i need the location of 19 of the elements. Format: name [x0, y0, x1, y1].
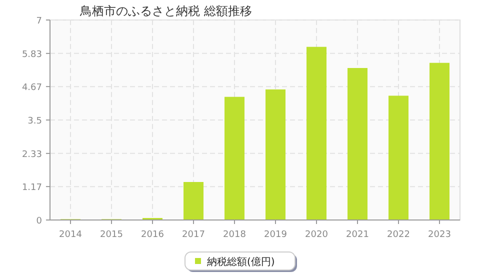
x-tick-label: 2015: [100, 230, 123, 240]
x-tick-label: 2020: [305, 230, 328, 240]
chart-title: 鳥栖市のふるさと納税 総額推移: [79, 4, 252, 18]
x-tick-label: 2023: [428, 230, 451, 240]
x-tick-label: 2018: [223, 230, 246, 240]
y-tick-label: 3.5: [28, 116, 42, 126]
x-tick-label: 2021: [346, 230, 369, 240]
y-tick-label: 5.83: [22, 50, 42, 60]
x-tick-label: 2017: [182, 230, 205, 240]
x-tick-label: 2014: [59, 230, 82, 240]
x-tick-label: 2019: [264, 230, 288, 240]
y-tick-label: 7: [36, 16, 42, 26]
y-tick-label: 1.17: [22, 183, 42, 194]
legend-label: 納税総額(億円): [207, 256, 275, 268]
x-tick-label: 2016: [141, 230, 164, 240]
y-tick-label: 0: [36, 216, 42, 226]
y-tick-label: 4.67: [22, 83, 42, 94]
y-tick-label: 2.33: [22, 150, 42, 160]
x-tick-label: 2022: [387, 230, 410, 240]
